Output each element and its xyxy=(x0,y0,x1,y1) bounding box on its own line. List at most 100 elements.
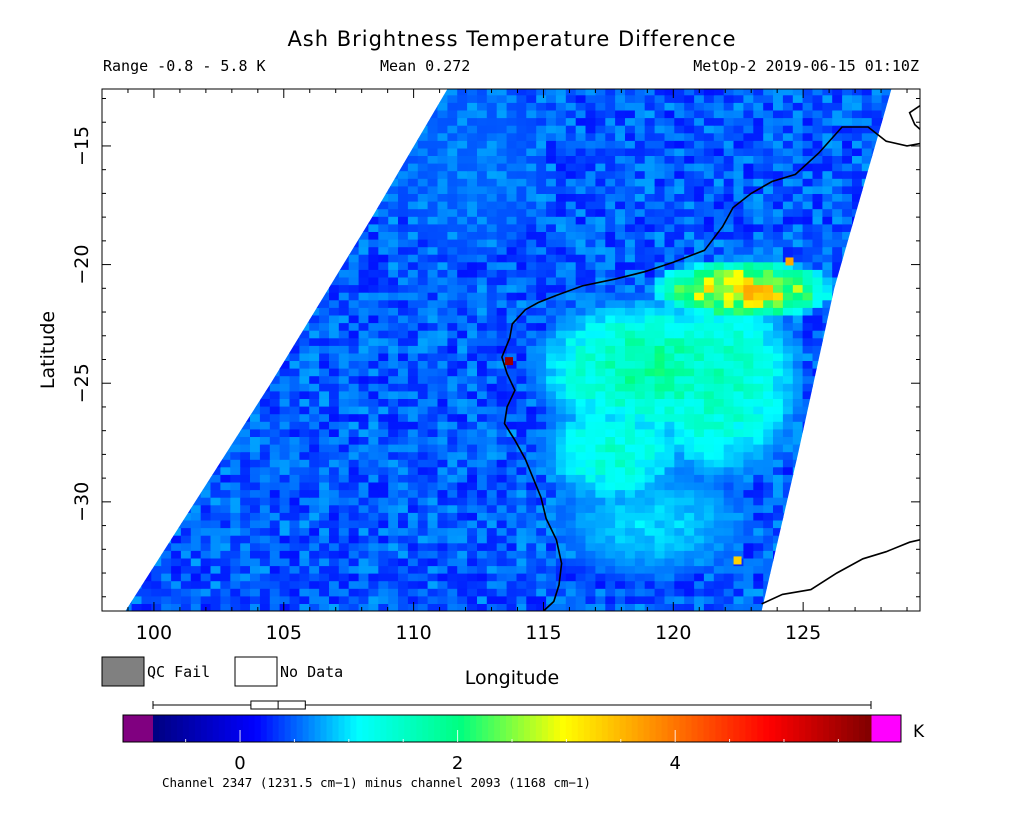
heatmap-cell xyxy=(102,550,113,558)
heatmap-cell xyxy=(842,299,853,308)
heatmap-cell xyxy=(546,307,557,316)
heatmap-cell xyxy=(250,527,261,536)
heatmap-cell xyxy=(190,550,202,559)
heatmap-cell xyxy=(812,178,823,187)
heatmap-cell xyxy=(141,322,152,331)
heatmap-cell xyxy=(348,406,360,415)
heatmap-cell xyxy=(299,178,310,187)
heatmap-cell xyxy=(684,170,695,179)
heatmap-cell xyxy=(526,201,537,210)
heatmap-cell xyxy=(743,535,754,544)
heatmap-cell xyxy=(200,223,212,232)
heatmap-cell xyxy=(171,292,182,301)
heatmap-cell xyxy=(388,390,399,399)
heatmap-cell xyxy=(506,474,518,483)
heatmap-cell xyxy=(151,193,162,202)
heatmap-cell xyxy=(526,466,537,475)
heatmap-cell xyxy=(536,216,547,225)
heatmap-cell xyxy=(526,512,537,521)
heatmap-cell xyxy=(901,193,912,201)
heatmap-cell xyxy=(832,292,843,301)
heatmap-cell xyxy=(861,254,873,263)
heatmap-cell xyxy=(368,421,379,430)
heatmap-cell xyxy=(792,489,804,498)
heatmap-cell xyxy=(891,315,902,323)
heatmap-cell xyxy=(437,269,448,278)
heatmap-cell xyxy=(447,178,458,187)
heatmap-cell xyxy=(447,185,458,194)
heatmap-cell xyxy=(713,345,725,354)
heatmap-cell xyxy=(161,497,172,506)
heatmap-cell xyxy=(753,330,764,339)
heatmap-cell xyxy=(378,466,389,475)
heatmap-cell xyxy=(171,595,182,604)
heatmap-cell xyxy=(289,573,300,582)
heatmap-cell xyxy=(388,573,399,582)
heatmap-cell xyxy=(220,292,231,301)
heatmap-cell xyxy=(338,193,350,202)
heatmap-cell xyxy=(447,208,458,217)
heatmap-cell xyxy=(180,170,192,179)
heatmap-cell xyxy=(289,185,300,194)
heatmap-cell xyxy=(555,436,567,445)
heatmap-cell xyxy=(250,178,261,187)
heatmap-cell xyxy=(427,535,439,544)
heatmap-cell xyxy=(309,163,320,172)
heatmap-cell xyxy=(230,588,241,597)
heatmap-cell xyxy=(427,368,439,377)
heatmap-cell xyxy=(417,314,429,324)
heatmap-cell xyxy=(240,489,251,498)
heatmap-cell xyxy=(703,451,715,460)
heatmap-cell xyxy=(812,193,823,202)
heatmap-cell xyxy=(694,588,705,597)
heatmap-cell xyxy=(220,254,231,263)
heatmap-cell xyxy=(555,322,567,331)
heatmap-cell xyxy=(141,565,152,574)
heatmap-cell xyxy=(417,390,429,399)
heatmap-cell xyxy=(131,565,143,574)
heatmap-cell xyxy=(141,451,152,460)
heatmap-cell xyxy=(743,269,754,278)
heatmap-cell xyxy=(457,413,468,422)
heatmap-cell xyxy=(161,565,172,574)
heatmap-cell xyxy=(773,428,784,437)
heatmap-cell xyxy=(536,254,547,263)
heatmap-cell xyxy=(555,276,567,286)
heatmap-cell xyxy=(348,246,360,255)
heatmap-cell xyxy=(585,504,596,513)
heatmap-cell xyxy=(378,276,389,286)
heatmap-cell xyxy=(279,497,291,506)
heatmap-cell xyxy=(437,603,448,611)
heatmap-cell xyxy=(802,557,814,567)
heatmap-cell xyxy=(605,163,616,172)
heatmap-cell xyxy=(565,519,577,529)
heatmap-cell xyxy=(595,542,606,551)
heatmap-cell xyxy=(190,406,202,415)
heatmap-cell xyxy=(881,413,892,422)
heatmap-cell xyxy=(743,466,754,475)
heatmap-cell xyxy=(319,527,330,536)
heatmap-cell xyxy=(240,444,251,453)
heatmap-cell xyxy=(171,565,182,574)
heatmap-cell xyxy=(575,185,587,194)
heatmap-cell xyxy=(348,481,360,491)
heatmap-cell xyxy=(269,474,281,483)
heatmap-cell xyxy=(832,322,843,331)
heatmap-cell xyxy=(378,474,389,483)
heatmap-cell xyxy=(605,261,616,270)
heatmap-cell xyxy=(842,413,853,422)
heatmap-cell xyxy=(595,489,606,498)
heatmap-cell xyxy=(861,223,873,232)
heatmap-cell xyxy=(437,573,448,582)
heatmap-cell xyxy=(753,231,764,240)
heatmap-cell xyxy=(605,276,616,286)
heatmap-cell xyxy=(812,421,823,430)
heatmap-cell xyxy=(625,269,636,278)
heatmap-cell xyxy=(299,474,310,483)
heatmap-cell xyxy=(625,565,636,574)
heatmap-cell xyxy=(792,269,804,278)
heatmap-cell xyxy=(289,231,300,240)
heatmap-cell xyxy=(644,352,656,361)
heatmap-cell xyxy=(427,573,439,582)
heatmap-cell xyxy=(733,375,744,384)
